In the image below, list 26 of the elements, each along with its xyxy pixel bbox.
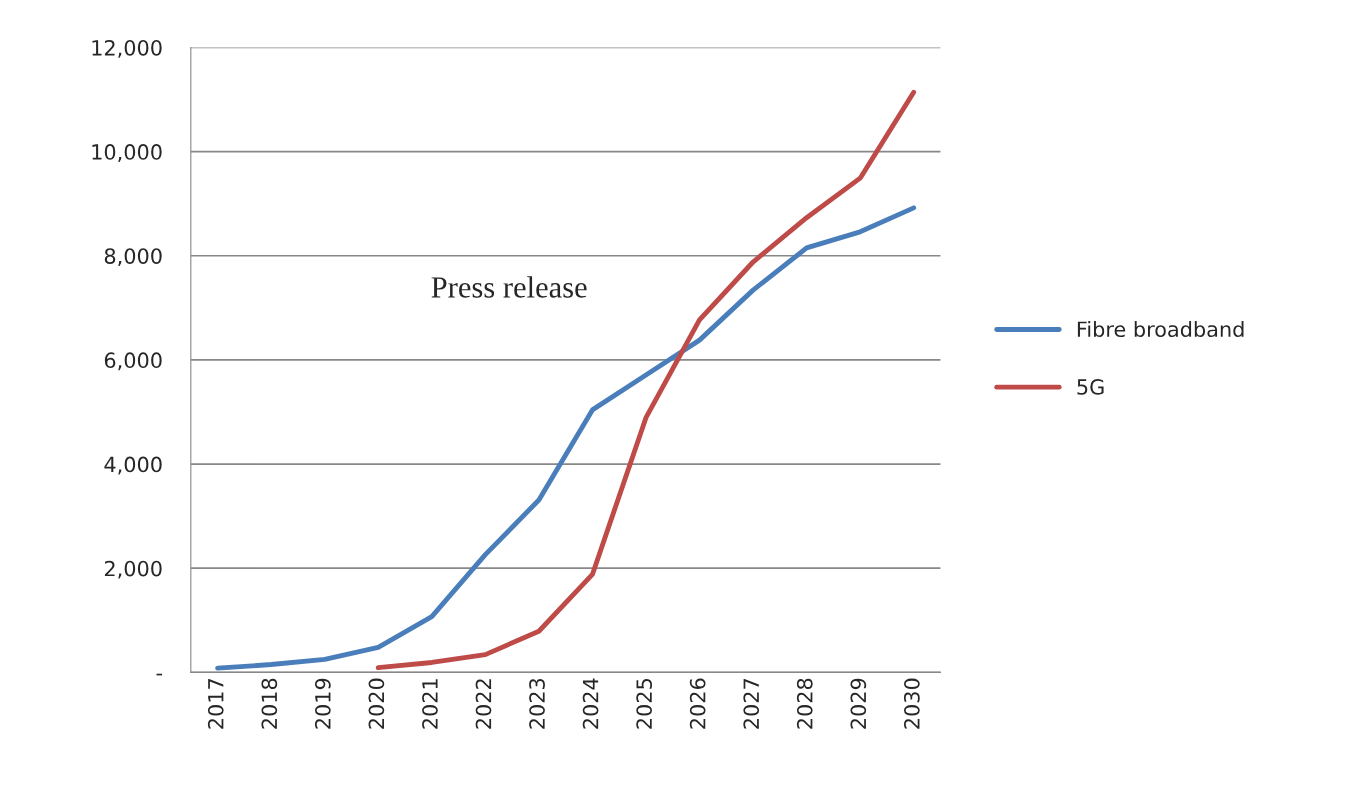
x-tick-label: 2026	[689, 678, 706, 729]
y-tick-label: 2,000	[104, 560, 162, 579]
legend-label: 5G	[1077, 379, 1104, 395]
y-tick-label: 12,000	[92, 39, 162, 58]
x-tick-label: 2023	[529, 678, 545, 729]
x-tick-label: 2020	[368, 678, 385, 729]
x-tick-label: 2024	[582, 678, 599, 729]
y-tick-label: -	[156, 673, 163, 676]
y-tick-label: 6,000	[104, 352, 162, 371]
x-tick-label: 2021	[422, 679, 438, 729]
x-tick-label: 2019	[314, 678, 331, 729]
x-tick-label: 2025	[636, 679, 653, 729]
x-tick-label: 2027	[743, 678, 760, 729]
y-tick-label: 4,000	[104, 456, 162, 475]
x-tick-label: 2018	[261, 678, 278, 729]
x-tick-label: 2022	[475, 679, 492, 729]
y-tick-label: 8,000	[104, 248, 162, 267]
line-series	[375, 89, 917, 671]
y-tick-label: 10,000	[92, 144, 162, 162]
x-tick-label: 2030	[903, 678, 920, 729]
x-tick-label: 2029	[850, 678, 867, 729]
line-series	[215, 205, 917, 671]
x-tick-label: 2028	[796, 678, 813, 729]
annotation: Press release	[431, 276, 587, 298]
legend-label: Fibre broadband	[1077, 320, 1244, 338]
x-tick-label: 2017	[207, 678, 224, 729]
